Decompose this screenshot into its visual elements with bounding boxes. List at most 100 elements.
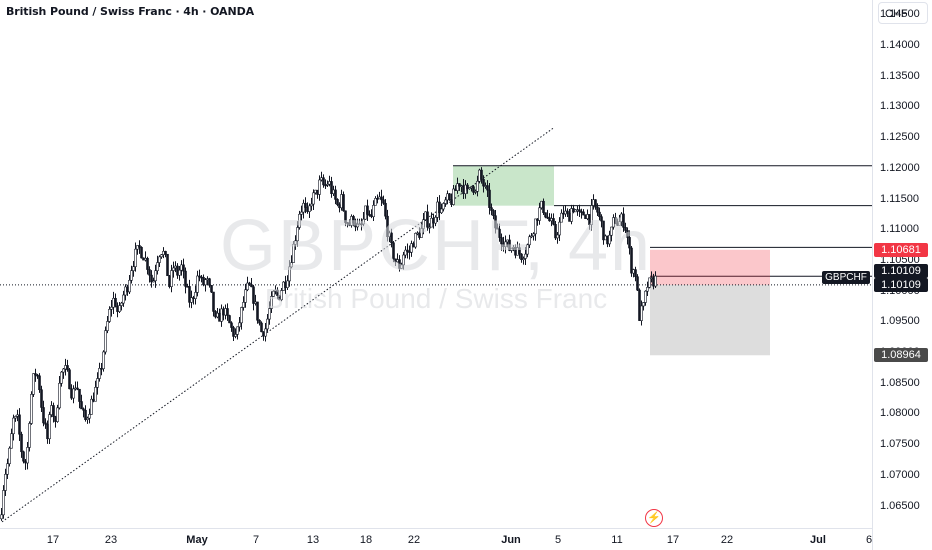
candle-body <box>186 286 189 288</box>
x-tick-label: 13 <box>306 534 320 546</box>
y-tick-label: 1.13500 <box>880 69 920 82</box>
candle-body <box>294 240 297 245</box>
candle-body <box>504 241 507 247</box>
candle-body <box>444 199 447 204</box>
candle-body <box>206 278 209 280</box>
candle-body <box>60 371 63 384</box>
candle-body <box>530 235 533 238</box>
candle-body <box>434 217 437 224</box>
candle-body <box>150 274 153 283</box>
candle-body <box>178 269 181 276</box>
candle-body <box>28 423 31 448</box>
candle-body <box>250 284 253 288</box>
candle-body <box>104 330 107 353</box>
candle-body <box>192 297 195 299</box>
candle-body <box>356 224 359 228</box>
x-tick-label: 5 <box>554 534 562 546</box>
candle-body <box>382 199 385 204</box>
candle-body <box>566 210 569 214</box>
candle-body <box>498 228 501 238</box>
y-tick-label: 1.07000 <box>880 468 920 481</box>
flash-icon[interactable]: ⚡ <box>645 509 663 527</box>
candle-body <box>290 262 293 268</box>
candle-body <box>248 282 251 286</box>
candle-body <box>188 286 191 303</box>
candle-body <box>124 286 127 296</box>
candle-body <box>168 275 171 287</box>
candle-body <box>508 239 511 251</box>
candle-body <box>614 217 617 224</box>
candle-body <box>322 177 325 186</box>
candle-body <box>256 301 259 321</box>
candle-body <box>162 250 165 255</box>
candle-body <box>464 184 467 195</box>
candle-body <box>266 318 269 330</box>
candle-body <box>172 267 175 271</box>
x-tick-label: 11 <box>611 534 623 546</box>
candle-body <box>208 278 211 286</box>
candle-body <box>538 207 541 221</box>
candle-body <box>84 409 87 420</box>
candle-body <box>268 308 271 320</box>
candle-body <box>94 387 97 402</box>
candle-body <box>554 224 557 239</box>
candle-body <box>480 169 483 180</box>
stop-price-label: 1.10681 <box>874 242 928 257</box>
candle-body <box>410 243 413 253</box>
candle-body <box>398 259 401 269</box>
candle-body <box>4 473 7 491</box>
plot-area[interactable] <box>0 0 872 528</box>
trendline <box>1 127 554 523</box>
currency-button[interactable]: CHF <box>878 2 928 24</box>
candle-body <box>74 387 77 390</box>
x-tick-label: 17 <box>46 534 60 546</box>
candle-body <box>122 294 125 304</box>
candle-body <box>400 264 403 269</box>
candle-body <box>642 302 645 307</box>
candle-body <box>78 388 81 402</box>
candle-body <box>438 201 441 214</box>
candle-body <box>196 275 199 293</box>
candle-body <box>76 387 79 390</box>
candle-body <box>500 237 503 245</box>
candle-body <box>524 253 527 259</box>
candle-body <box>608 234 611 245</box>
chart-title: British Pound / Swiss Franc · 4h · OANDA <box>6 5 255 18</box>
candle-body <box>406 249 409 252</box>
target-zone <box>650 284 770 356</box>
candle-body <box>570 208 573 222</box>
candle-body <box>618 221 621 226</box>
candle-body <box>6 463 9 475</box>
candle-body <box>366 205 369 215</box>
candle-body <box>198 275 201 278</box>
candle-body <box>288 266 291 282</box>
candle-body <box>472 186 475 193</box>
candle-body <box>334 189 337 200</box>
price-axis-divider <box>872 0 873 550</box>
candle-body <box>532 233 535 237</box>
y-tick-label: 1.09500 <box>880 315 920 328</box>
candle-body <box>136 245 139 250</box>
y-tick-label: 1.13000 <box>880 100 920 113</box>
candle-body <box>390 232 393 244</box>
candle-body <box>594 199 597 208</box>
candle-body <box>22 451 25 462</box>
candle-body <box>638 289 641 321</box>
x-tick-label: 6 <box>866 534 873 546</box>
candle-body <box>160 254 163 258</box>
candle-body <box>552 218 555 225</box>
x-tick-label: 18 <box>359 534 373 546</box>
candle-body <box>112 297 115 308</box>
candle-body <box>58 382 61 409</box>
candle-body <box>596 206 599 213</box>
target-price-label: 1.08964 <box>874 348 928 363</box>
stop-loss-zone <box>650 249 770 285</box>
candle-body <box>140 246 143 259</box>
candle-body <box>384 202 387 217</box>
candle-body <box>496 227 499 230</box>
candle-body <box>468 187 471 190</box>
candle-body <box>392 242 395 260</box>
candle-body <box>488 189 491 208</box>
candle-body <box>128 279 131 293</box>
